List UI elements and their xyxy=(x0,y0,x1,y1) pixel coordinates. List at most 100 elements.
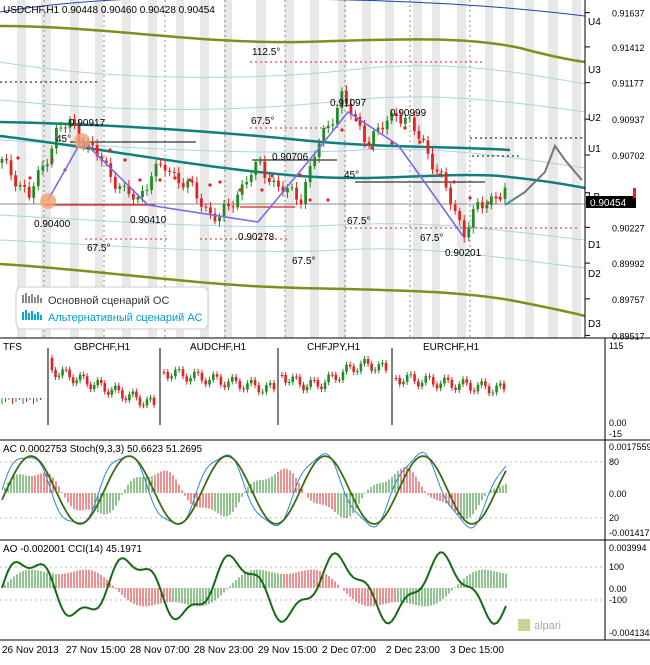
lower-band xyxy=(0,262,585,318)
time-label: 29 Nov 15:00 xyxy=(258,645,318,656)
tfs-body xyxy=(219,376,223,385)
tfs-body xyxy=(68,369,71,378)
angle-label: 45° xyxy=(56,134,71,145)
tfs-body xyxy=(64,369,68,371)
fractal-dot xyxy=(158,178,162,182)
candle-body xyxy=(27,186,31,198)
alt-scenario-path xyxy=(504,197,516,206)
candle-body xyxy=(145,189,149,191)
candle-body xyxy=(122,185,126,187)
fractal-dot xyxy=(123,158,127,162)
candle-body xyxy=(317,143,321,158)
tfs-body xyxy=(106,391,110,395)
candle-body xyxy=(186,180,190,188)
chart-header: USDCHF,H1 0.90448 0.90460 0.90428 0.9045… xyxy=(3,5,215,16)
tfs-body xyxy=(352,366,356,373)
tfs-body xyxy=(193,371,196,379)
pivot-label: 0.90278 xyxy=(238,232,275,243)
candle-body xyxy=(132,194,135,200)
tfs-body xyxy=(458,384,461,390)
sub-symbol: EURCHF,H1 xyxy=(423,342,480,353)
sub-symbol: GBPCHF,H1 xyxy=(74,342,131,353)
candle-body xyxy=(422,138,425,141)
tfs-panel: TFS 115 0.00 -15 GBPCHF,H1 AUDCHF,H1 CHF… xyxy=(1,341,627,439)
pivot-marker xyxy=(40,193,56,209)
scenario-legend: Основной сценарий ОС Альтернативный сцен… xyxy=(15,286,209,330)
candle-body xyxy=(480,202,484,209)
candle-body xyxy=(45,164,49,167)
fractal-dot xyxy=(260,188,264,192)
price-tick-label: 0.90937 xyxy=(612,115,645,125)
main-scenario-path xyxy=(504,143,583,206)
tfs-body xyxy=(302,384,305,391)
tfs-body xyxy=(54,370,57,377)
fractal-dot xyxy=(108,148,112,152)
tfs-body xyxy=(177,369,181,371)
candle-body xyxy=(64,127,67,129)
candle-body xyxy=(154,163,158,177)
candle-body xyxy=(204,206,208,208)
candle-body xyxy=(104,160,108,164)
tfs-body xyxy=(431,377,435,385)
level-label-lb: LB xyxy=(588,192,601,203)
tfs-body xyxy=(75,380,78,384)
ac-r3: 20 xyxy=(609,513,619,523)
session-stripe xyxy=(122,0,131,338)
pivot-label: 0.90917 xyxy=(69,118,106,129)
fractal-dot xyxy=(270,174,274,178)
candle-body xyxy=(485,204,489,209)
fractal-dot xyxy=(354,118,358,122)
fractal-dot xyxy=(326,198,330,202)
session-stripe xyxy=(572,0,581,338)
tfs-body xyxy=(420,382,424,387)
tfs-body xyxy=(114,385,117,390)
tfs-body xyxy=(142,405,145,407)
candle-body xyxy=(376,127,380,132)
tfs-min: -15 xyxy=(609,429,622,439)
candle-body xyxy=(412,117,416,131)
candle-body xyxy=(168,170,172,172)
fractal-dot xyxy=(452,180,456,184)
session-stripe xyxy=(485,0,493,338)
ao-r2: 0.00 xyxy=(609,584,627,594)
tfs-body xyxy=(135,391,138,398)
ac-r4: -0.001417 xyxy=(609,528,650,538)
tfs-body xyxy=(309,380,312,387)
session-stripe xyxy=(256,0,266,338)
candle-body xyxy=(127,185,131,195)
session-stripe xyxy=(17,0,26,338)
candle-body xyxy=(159,163,163,165)
time-label: 28 Nov 23:00 xyxy=(194,645,254,656)
tfs-body xyxy=(491,392,495,394)
candle-body xyxy=(299,199,303,205)
cci-line xyxy=(1,551,507,626)
candle-body xyxy=(385,120,389,130)
candle-body xyxy=(240,184,244,195)
tfs-body xyxy=(230,376,234,382)
tfs-body xyxy=(227,381,230,388)
tfs-body xyxy=(212,374,215,380)
time-label: 26 Nov 2013 xyxy=(2,645,59,656)
candle-body xyxy=(503,187,507,200)
pivot-label: 0.91097 xyxy=(330,98,367,109)
tfs-body xyxy=(287,381,291,383)
candle-body xyxy=(177,172,181,184)
candle-body xyxy=(490,196,493,205)
tfs-body xyxy=(174,369,177,377)
candle-body xyxy=(354,114,357,117)
tfs-body xyxy=(405,375,409,382)
tfs-body xyxy=(149,397,152,400)
candle-body xyxy=(326,125,330,129)
time-label: 2 Dec 23:00 xyxy=(386,645,440,656)
tfs-body xyxy=(334,374,338,381)
candle-body xyxy=(494,196,498,199)
tfs-body xyxy=(370,363,373,371)
tfs-body xyxy=(487,386,491,394)
candle-body xyxy=(14,175,17,187)
candle-body xyxy=(344,90,348,104)
session-stripe xyxy=(41,0,51,338)
session-stripe xyxy=(548,0,558,338)
session-stripes xyxy=(17,0,581,338)
tfs-body xyxy=(454,387,457,390)
